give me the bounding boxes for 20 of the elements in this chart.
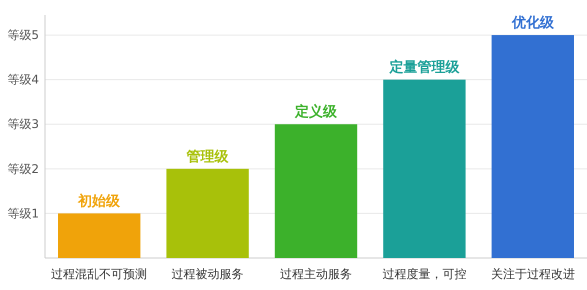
- ref-line-label: 等级1: [7, 206, 39, 220]
- x-tick-label: 关注于过程改进: [490, 267, 575, 281]
- bar: [166, 168, 249, 258]
- data-label: 定义级: [294, 103, 338, 120]
- x-tick-label: 过程被动服务: [172, 267, 244, 281]
- bar: [58, 213, 140, 258]
- data-label: 初始级: [77, 192, 122, 210]
- x-tick-label: 过程主动服务: [280, 267, 352, 281]
- data-label: 定量管理级: [388, 58, 460, 76]
- ref-line-label: 等级4: [7, 72, 39, 87]
- bar: [492, 35, 574, 258]
- data-label: 优化级: [510, 15, 555, 32]
- ref-line-label: 等级2: [7, 162, 39, 176]
- bar: [274, 124, 358, 258]
- x-tick-label: 过程度量，可控: [382, 267, 466, 281]
- x-tick-label: 过程混乱不可预测: [51, 267, 148, 281]
- bar: [383, 80, 466, 258]
- ref-line-label: 等级5: [7, 28, 39, 42]
- data-label: 管理级: [186, 148, 230, 165]
- ref-line-label: 等级3: [7, 117, 39, 132]
